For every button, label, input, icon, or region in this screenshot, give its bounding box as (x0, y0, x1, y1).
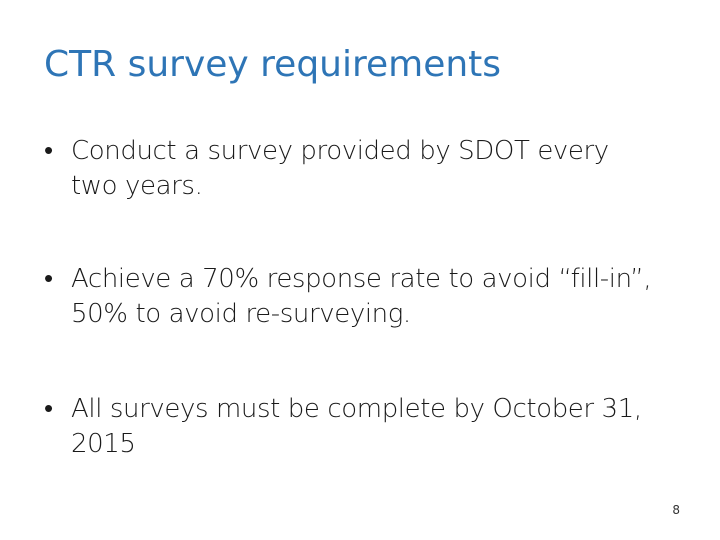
bullet-text-line: two years. (71, 171, 203, 201)
bullet-icon: • (44, 394, 53, 424)
bullet-text-line: 2015 (71, 429, 136, 459)
bullet-icon: • (44, 136, 53, 166)
bullet-icon: • (44, 264, 53, 294)
bullet-text-line: All surveys must be complete by October … (71, 394, 642, 424)
page-number: 8 (672, 503, 680, 517)
bullet-text-line: Conduct a survey provided by SDOT every (71, 136, 609, 166)
bullet-text-line: 50% to avoid re-surveying. (71, 299, 411, 329)
bullet-text-line: Achieve a 70% response rate to avoid “fi… (71, 264, 652, 294)
slide-title: CTR survey requirements (44, 44, 502, 85)
